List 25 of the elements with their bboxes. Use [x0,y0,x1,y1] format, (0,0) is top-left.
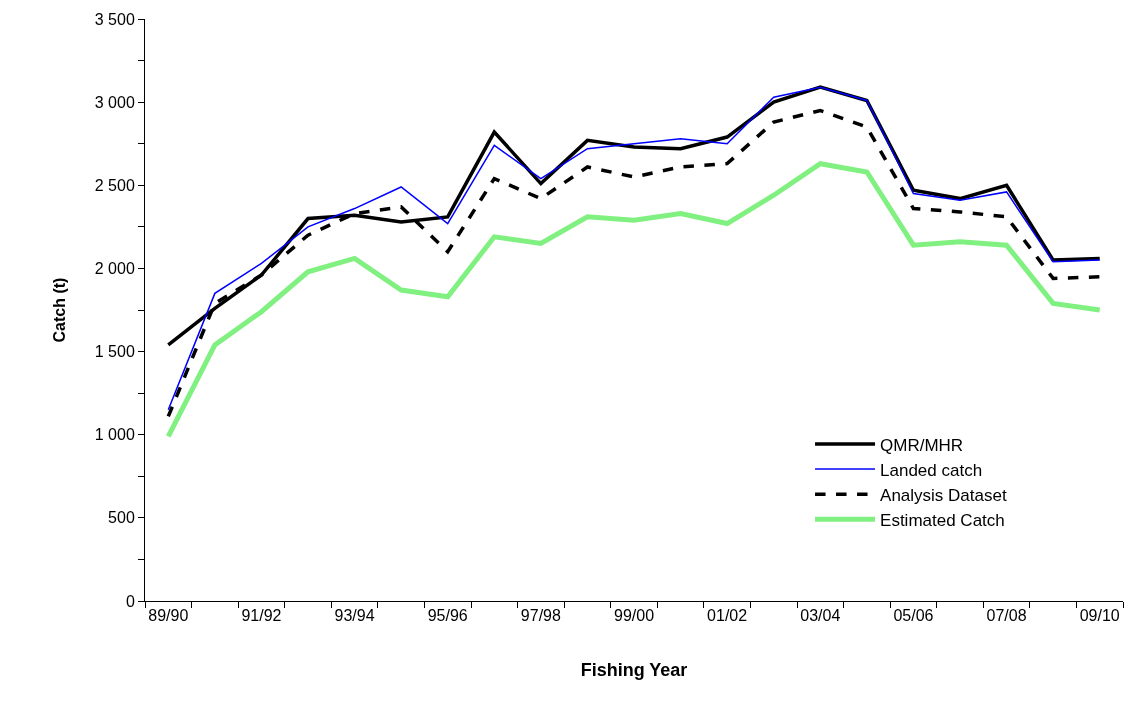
y-axis-title: Catch (t) [50,277,68,343]
y-tick-label: 500 [108,509,135,527]
legend-label: QMR/MHR [880,435,964,455]
x-tick-label: 05/06 [893,607,934,625]
x-tick-label: 93/94 [334,607,375,625]
y-tick-label: 3 000 [94,93,135,111]
y-tick-label: 2 500 [94,176,135,194]
x-tick-label: 09/10 [1079,607,1120,625]
y-tick-label: 0 [125,592,135,610]
x-tick-label: 01/02 [707,607,748,625]
y-tick-label: 1 000 [94,426,135,444]
x-tick-label: 07/08 [986,607,1027,625]
legend-label: Estimated Catch [880,510,1005,530]
y-tick-label: 2 000 [94,260,135,278]
x-axis-title: Fishing Year [580,660,688,681]
legend-label: Analysis Dataset [880,485,1007,505]
x-tick-label: 99/00 [613,607,655,625]
y-tick-label: 3 500 [94,10,135,28]
x-tick-label: 97/98 [520,607,561,625]
x-tick-label: 91/92 [241,607,282,625]
x-tick-label: 89/90 [148,607,189,625]
legend-label: Landed catch [880,460,983,480]
x-tick-label: 03/04 [800,607,841,625]
y-tick-label: 1 500 [94,343,135,361]
x-tick-label: 95/96 [427,607,468,625]
